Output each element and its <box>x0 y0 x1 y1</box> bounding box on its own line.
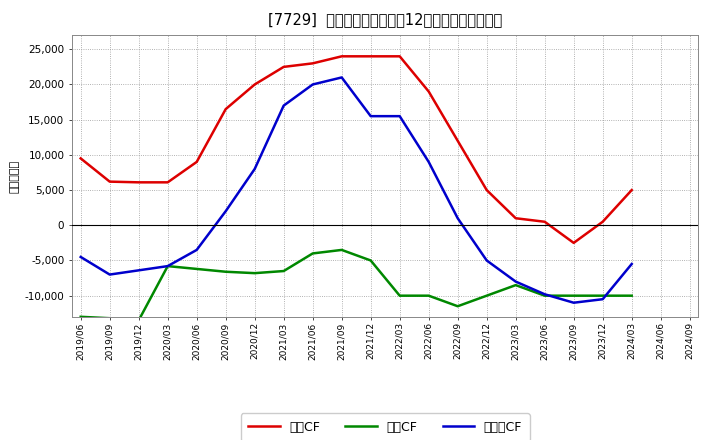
フリーCF <box>279 103 288 108</box>
フリーCF <box>454 216 462 221</box>
フリーCF <box>366 114 375 119</box>
フリーCF <box>482 258 491 263</box>
フリーCF <box>163 264 172 269</box>
投資CF <box>541 293 549 298</box>
フリーCF <box>395 114 404 119</box>
営業CF <box>192 159 201 165</box>
フリーCF <box>627 261 636 267</box>
投資CF <box>482 293 491 298</box>
フリーCF <box>308 82 317 87</box>
投資CF <box>511 282 520 288</box>
投資CF <box>308 251 317 256</box>
フリーCF <box>251 166 259 172</box>
投資CF <box>76 314 85 319</box>
投資CF <box>338 247 346 253</box>
フリーCF <box>511 279 520 284</box>
営業CF <box>76 156 85 161</box>
営業CF <box>454 138 462 143</box>
投資CF <box>192 266 201 271</box>
投資CF <box>366 258 375 263</box>
フリーCF <box>192 247 201 253</box>
Line: 営業CF: 営業CF <box>81 56 631 243</box>
投資CF <box>570 293 578 298</box>
営業CF <box>541 219 549 224</box>
フリーCF <box>76 254 85 260</box>
営業CF <box>627 187 636 193</box>
投資CF <box>221 269 230 275</box>
Title: [7729]  キャッシュフローの12か月移動合計の推移: [7729] キャッシュフローの12か月移動合計の推移 <box>268 12 503 27</box>
営業CF <box>395 54 404 59</box>
営業CF <box>570 240 578 246</box>
Legend: 営業CF, 投資CF, フリーCF: 営業CF, 投資CF, フリーCF <box>240 413 530 440</box>
フリーCF <box>424 159 433 165</box>
投資CF <box>279 268 288 274</box>
営業CF <box>511 216 520 221</box>
投資CF <box>598 293 607 298</box>
営業CF <box>105 179 114 184</box>
フリーCF <box>570 300 578 305</box>
営業CF <box>279 64 288 70</box>
投資CF <box>454 304 462 309</box>
Y-axis label: （百万円）: （百万円） <box>9 159 19 193</box>
フリーCF <box>338 75 346 80</box>
フリーCF <box>221 209 230 214</box>
営業CF <box>308 61 317 66</box>
投資CF <box>135 318 143 323</box>
投資CF <box>251 271 259 276</box>
営業CF <box>221 106 230 112</box>
フリーCF <box>598 297 607 302</box>
投資CF <box>395 293 404 298</box>
Line: フリーCF: フリーCF <box>81 77 631 303</box>
営業CF <box>424 89 433 94</box>
営業CF <box>251 82 259 87</box>
営業CF <box>135 180 143 185</box>
フリーCF <box>105 272 114 277</box>
投資CF <box>627 293 636 298</box>
投資CF <box>424 293 433 298</box>
投資CF <box>163 264 172 269</box>
営業CF <box>163 180 172 185</box>
営業CF <box>482 187 491 193</box>
営業CF <box>598 219 607 224</box>
営業CF <box>338 54 346 59</box>
Line: 投資CF: 投資CF <box>81 250 631 320</box>
フリーCF <box>541 292 549 297</box>
投資CF <box>105 315 114 321</box>
営業CF <box>366 54 375 59</box>
